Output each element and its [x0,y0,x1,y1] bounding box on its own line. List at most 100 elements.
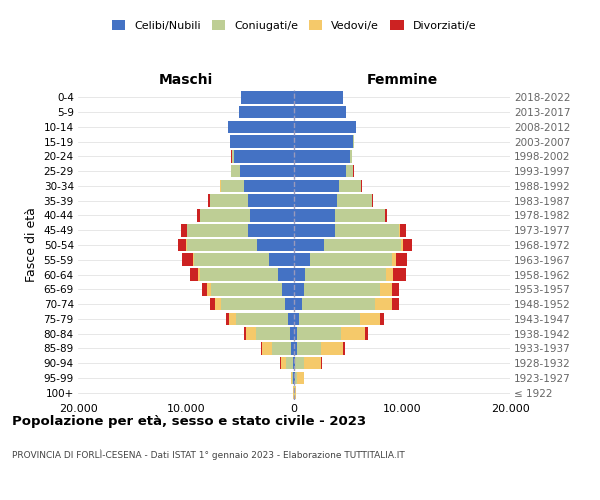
Bar [297,342,321,354]
Bar [304,357,322,370]
Bar [233,150,294,162]
Bar [346,165,353,177]
Bar [250,209,294,222]
Legend: Celibi/Nubili, Coniugati/e, Vedovi/e, Divorziati/e: Celibi/Nubili, Coniugati/e, Vedovi/e, Di… [107,16,481,35]
Bar [295,372,297,384]
Bar [350,150,352,162]
Bar [294,372,295,384]
Bar [294,194,337,207]
Bar [321,342,343,354]
Bar [236,312,288,325]
Bar [386,268,394,281]
Bar [230,136,294,148]
Text: Femmine: Femmine [367,73,437,87]
Bar [193,254,194,266]
Bar [392,283,399,296]
Bar [290,328,294,340]
Bar [232,150,233,162]
Bar [202,283,207,296]
Bar [257,238,294,252]
Bar [399,224,400,236]
Bar [294,91,343,104]
Bar [221,298,286,310]
Bar [286,298,294,310]
Bar [211,283,282,296]
Bar [359,312,380,325]
Bar [394,268,406,281]
Bar [337,194,372,207]
Bar [215,298,221,310]
Bar [194,254,269,266]
Bar [294,224,335,236]
Bar [341,328,365,340]
Bar [400,224,406,236]
Text: PROVINCIA DI FORLÌ-CESENA - Dati ISTAT 1° gennaio 2023 - Elaborazione TUTTITALIA: PROVINCIA DI FORLÌ-CESENA - Dati ISTAT 1… [12,450,405,460]
Bar [240,165,294,177]
Bar [297,372,304,384]
Bar [298,328,341,340]
Bar [294,238,324,252]
Bar [241,91,294,104]
Bar [178,238,187,252]
Bar [294,136,353,148]
Bar [294,106,346,118]
Bar [299,312,359,325]
Bar [292,342,294,354]
Bar [343,342,344,354]
Bar [380,312,384,325]
Bar [226,312,229,325]
Bar [181,224,187,236]
Bar [295,386,296,399]
Bar [256,328,290,340]
Bar [200,268,278,281]
Bar [280,357,281,370]
Bar [272,342,292,354]
Bar [302,298,375,310]
Bar [294,150,350,162]
Bar [396,254,407,266]
Bar [246,328,256,340]
Bar [292,372,293,384]
Bar [294,268,305,281]
Bar [293,372,294,384]
Bar [401,238,403,252]
Bar [208,194,209,207]
Bar [187,224,248,236]
Y-axis label: Fasce di età: Fasce di età [25,208,38,282]
Bar [294,328,298,340]
Bar [294,298,302,310]
Bar [365,328,368,340]
Bar [295,357,304,370]
Bar [375,298,392,310]
Bar [221,180,244,192]
Bar [187,238,257,252]
Bar [324,238,401,252]
Bar [282,283,294,296]
Bar [278,268,294,281]
Bar [281,357,286,370]
Bar [335,209,385,222]
Bar [294,165,346,177]
Bar [385,209,388,222]
Bar [248,194,294,207]
Bar [294,120,356,133]
Bar [403,238,412,252]
Bar [392,254,396,266]
Bar [200,209,250,222]
Bar [261,342,262,354]
Bar [248,224,294,236]
Bar [288,312,294,325]
Bar [210,194,248,207]
Text: Maschi: Maschi [159,73,213,87]
Bar [229,312,236,325]
Bar [182,254,193,266]
Bar [294,342,297,354]
Bar [294,180,340,192]
Bar [232,165,240,177]
Bar [291,372,292,384]
Bar [286,357,293,370]
Bar [269,254,294,266]
Bar [228,120,294,133]
Text: Popolazione per età, sesso e stato civile - 2023: Popolazione per età, sesso e stato civil… [12,415,366,428]
Bar [197,209,200,222]
